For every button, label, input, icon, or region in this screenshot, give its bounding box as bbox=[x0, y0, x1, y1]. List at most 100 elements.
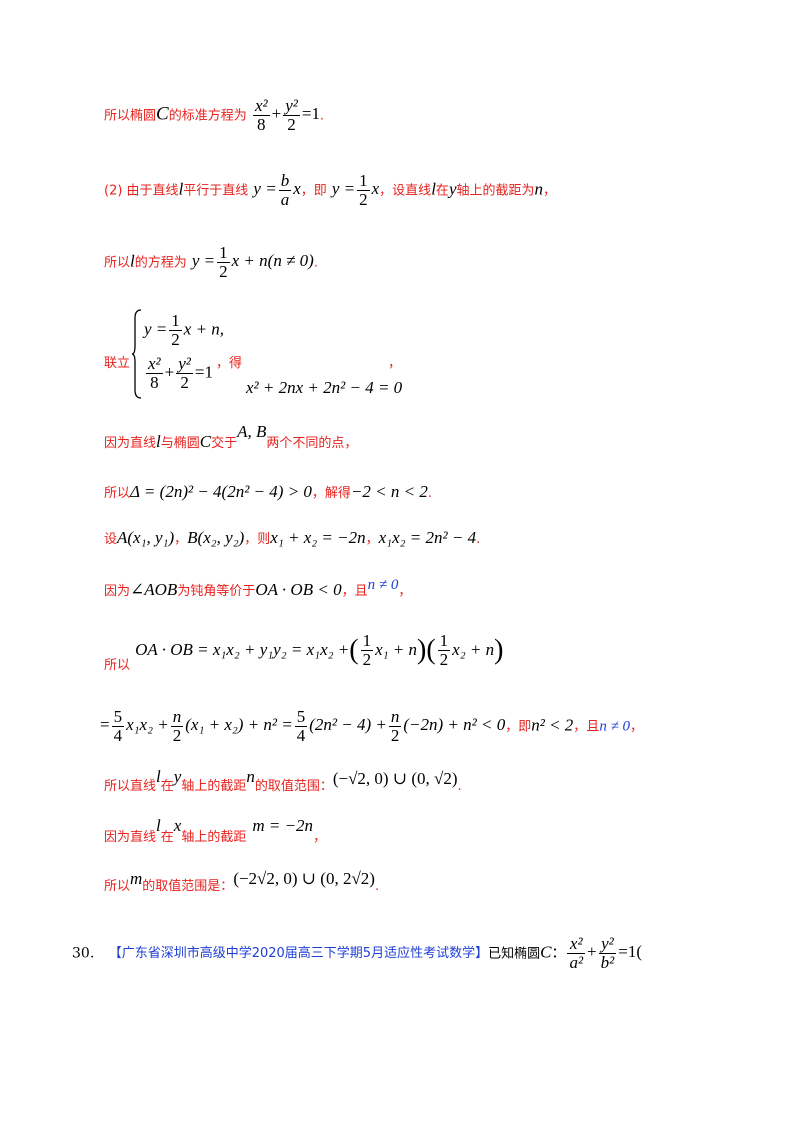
line-2: (2) 由于直线l平行于直线 y = b a x，即 y = 1 2 x，设直线l在y轴上的… bbox=[104, 172, 556, 209]
var-C: C bbox=[540, 942, 552, 962]
line-5: 因为直线l与椭圆C交于A, B两个不同的点， bbox=[104, 422, 358, 452]
line-3: 所以l的方程为 y = 1 2 x + n(n ≠ 0). bbox=[104, 244, 318, 281]
line-6: 所以Δ = (2n)² − 4(2n² − 4) > 0，解得−2 < n < … bbox=[104, 482, 432, 502]
text: 的标准方程为 bbox=[168, 108, 247, 124]
system-row-2: x² 8 + y² 2 =1 bbox=[146, 354, 213, 392]
line-12: 因为直线l在x轴上的截距 m = −2n， bbox=[104, 816, 326, 846]
text-get: ，得 bbox=[216, 352, 242, 371]
intercept-m: m = −2n bbox=[252, 816, 314, 835]
text: 平行于直线 bbox=[183, 183, 249, 199]
text: ， bbox=[174, 532, 188, 547]
text: ， bbox=[630, 719, 644, 735]
var-l: l bbox=[130, 251, 135, 271]
var-C: C bbox=[199, 432, 212, 451]
var-l: l bbox=[178, 179, 184, 199]
text: ，解得 bbox=[311, 486, 351, 501]
text: 所以直线 bbox=[104, 779, 157, 794]
comma: ， bbox=[388, 352, 401, 371]
text: 与椭圆 bbox=[160, 436, 200, 451]
text: ， bbox=[543, 183, 557, 199]
text: 所以 bbox=[104, 486, 131, 501]
range-n: (−√2, 0) ∪ (0, √2) bbox=[332, 769, 458, 788]
text: 为钝角等价于 bbox=[177, 584, 256, 599]
text: 因为直线 bbox=[104, 436, 157, 451]
text: 在 bbox=[435, 183, 449, 199]
period: . bbox=[313, 255, 318, 271]
text: 所以 bbox=[104, 255, 131, 271]
text: 所以 bbox=[104, 879, 131, 894]
text: 的方程为 bbox=[134, 255, 187, 271]
period: . bbox=[427, 486, 432, 501]
var-m: m bbox=[130, 869, 143, 888]
expansion-continued: = 5 4 x₁x₂ + n 2 (x₁ + x₂) + n² = 5 4 (2n² − 4) +… bbox=[100, 707, 506, 745]
condition-n: n ≠ 0 bbox=[367, 577, 399, 593]
discriminant: Δ = (2n)² − 4(2n² − 4) > 0 bbox=[130, 482, 312, 501]
text: 交于 bbox=[211, 436, 238, 451]
product-roots: x₁x₂ = 2n² − 4 bbox=[378, 528, 477, 547]
var-y: y bbox=[448, 179, 457, 199]
text: 两个不同的点， bbox=[266, 436, 358, 451]
text: ，得 bbox=[216, 356, 243, 371]
line-10: = 5 4 x₁x₂ + n 2 (x₁ + x₂) + n² = 5 4 (2n² − 4) +… bbox=[100, 708, 643, 745]
text: ，且 bbox=[573, 719, 600, 735]
angle-AOB: ∠AOB bbox=[130, 580, 178, 599]
var-x: x bbox=[173, 816, 182, 835]
text: ，则 bbox=[244, 532, 271, 547]
points-AB: A, B bbox=[237, 422, 267, 441]
question-source: 【广东省深圳市高级中学2020届高三下学期5月适应性考试数学】 bbox=[108, 946, 489, 962]
var-n: n bbox=[534, 179, 544, 199]
sum-roots: x₁ + x₂ = −2n bbox=[270, 528, 366, 547]
question-number: 30. bbox=[72, 945, 95, 962]
system-row-1: y = 1 2 x + n, bbox=[144, 311, 225, 349]
dot-product-condition: OA · OB < 0 bbox=[255, 580, 342, 599]
range-m: (−2√2, 0) ∪ (0, 2√2) bbox=[233, 869, 375, 888]
point-B: B(x₂, y₂) bbox=[187, 528, 245, 547]
text: 联立 bbox=[104, 356, 131, 371]
ellipse-equation: x² 8 + y² 2 =1 bbox=[252, 96, 320, 134]
line-7: 设A(x₁, y₁)，B(x₂, y₂)，则x₁ + x₂ = −2n，x₁x₂… bbox=[104, 528, 480, 548]
text: 已知椭圆 bbox=[488, 946, 541, 962]
text: 的取值范围： bbox=[254, 779, 333, 794]
period: . bbox=[457, 779, 462, 794]
brace-icon bbox=[131, 309, 142, 399]
text: ， bbox=[388, 356, 402, 371]
quadratic-result: x² + 2nx + 2n² − 4 = 0 bbox=[246, 378, 403, 397]
point-A: A(x₁, y₁) bbox=[117, 528, 175, 547]
line-1: 所以椭圆C的标准方程为 x² 8 + y² 2 =1. bbox=[104, 97, 324, 134]
var-l: l bbox=[156, 816, 161, 835]
result: n² < 2 bbox=[531, 715, 574, 735]
text: ， bbox=[365, 532, 379, 547]
line-9: 所以 OA · OB = x₁x₂ + y₁y₂ = x₁x₂ +(1 2 x₁ +… bbox=[104, 631, 504, 674]
text: 轴上的截距 bbox=[181, 779, 247, 794]
text: 设 bbox=[104, 532, 118, 547]
text: 所以 bbox=[104, 658, 131, 673]
var-l: l bbox=[431, 179, 436, 199]
text: 轴上的截距 bbox=[181, 830, 247, 845]
line-11: 所以直线l在y轴上的截距n的取值范围：(−√2, 0) ∪ (0, √2). bbox=[104, 767, 462, 795]
period: . bbox=[374, 879, 380, 894]
line-equation-2: y = 1 2 x bbox=[331, 171, 380, 209]
text: ， bbox=[398, 584, 412, 599]
line-8: 因为∠AOB为钝角等价于OA · OB < 0，且n ≠ 0， bbox=[104, 577, 412, 600]
text: 因为直线 bbox=[104, 830, 157, 845]
text: 轴上的截距为 bbox=[456, 183, 535, 199]
text: 在 bbox=[160, 830, 174, 845]
line-13: 所以m的取值范围是：(−2√2, 0) ∪ (0, 2√2). bbox=[104, 869, 380, 895]
line-4-label: 联立 bbox=[104, 352, 130, 371]
text: 在 bbox=[160, 779, 174, 794]
line-l-equation: y = 1 2 x + n(n ≠ 0) bbox=[191, 243, 314, 281]
text: ，设直线 bbox=[379, 183, 432, 199]
text: ，且 bbox=[341, 584, 368, 599]
text: 的取值范围是： bbox=[142, 879, 234, 894]
text: (2) 由于直线 bbox=[104, 183, 179, 199]
var-C: C bbox=[156, 103, 169, 125]
text: 因为 bbox=[104, 584, 131, 599]
solution: −2 < n < 2 bbox=[350, 482, 428, 501]
line-equation-1: y = b a x bbox=[253, 171, 301, 209]
question-30: 30. 【广东省深圳市高级中学2020届高三下学期5月适应性考试数学】已知椭圆C… bbox=[72, 935, 642, 972]
text: ，即 bbox=[505, 719, 532, 735]
ellipse-general: x² a² + y² b² =1( bbox=[567, 934, 642, 972]
var-l: l bbox=[156, 432, 161, 451]
var-l: l bbox=[156, 767, 161, 786]
var-y: y bbox=[173, 767, 182, 786]
